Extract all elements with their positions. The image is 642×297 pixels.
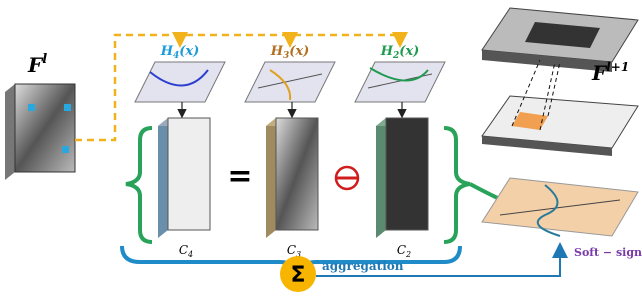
activation-label: Soft − sign [574,246,642,259]
text-part: C [179,243,188,257]
down-arrows [182,102,402,116]
text-part: H [270,44,284,59]
text-part: (x) [289,44,309,59]
input-label: Fl [27,52,47,77]
map-label: C4 [179,243,193,259]
connector-arrows [180,35,400,44]
sum-symbol: Σ [290,263,305,288]
function-label: H3(x) [270,44,310,61]
text-part: (x) [399,44,419,59]
text-part: 4 [187,250,193,259]
function-label: H2(x) [380,44,420,61]
text-part: H [160,44,174,59]
text-part: H [380,44,394,59]
function-planes [135,62,445,102]
text-part: l+1 [606,60,629,74]
text-part: 2 [405,250,411,259]
text-part: (x) [179,44,199,59]
text-part: C [397,243,406,257]
map-label: C2 [397,243,411,259]
dashed-connector [75,35,400,140]
function-label: H4(x) [160,44,200,61]
diagram: Fl H4(x) H3(x) H2(x) = [0,0,642,297]
input-map [5,84,75,180]
output-stack [482,8,638,236]
text-part: C [287,243,296,257]
aggregation-label: aggregation [322,259,404,273]
map-slabs [158,118,428,238]
equals: = [227,159,252,194]
output-label: Fl+1 [591,60,629,85]
text-part: l [42,52,47,67]
text-part: 2 [392,51,399,61]
subtract-symbol [335,167,359,189]
